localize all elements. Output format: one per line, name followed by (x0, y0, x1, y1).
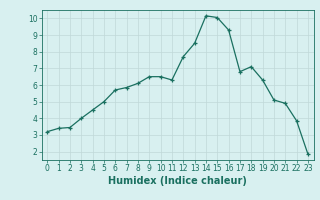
X-axis label: Humidex (Indice chaleur): Humidex (Indice chaleur) (108, 176, 247, 186)
